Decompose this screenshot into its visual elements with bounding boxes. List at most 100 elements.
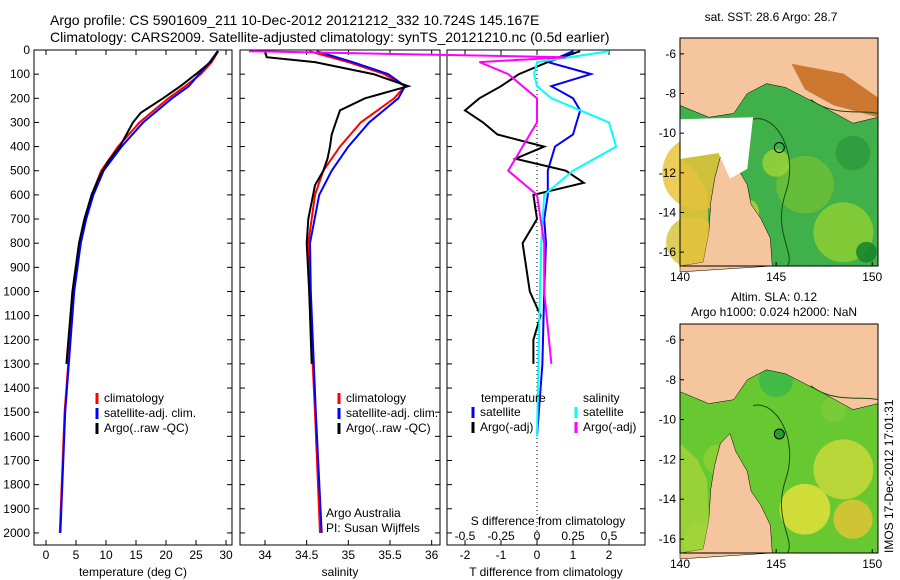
diff-xtick-label: -1 <box>496 548 507 562</box>
diff-s-tick-label: 0.5 <box>601 529 618 543</box>
argo-australia-label: Argo Australia <box>326 506 401 520</box>
sla-map-frame <box>679 323 879 554</box>
sst-map-warm-coastal-patch <box>791 63 878 118</box>
sal-legend-item-label: Argo(..raw -QC) <box>346 421 431 435</box>
depth-tick-label: 2000 <box>3 526 30 540</box>
temp-xtick-label: 15 <box>129 548 143 562</box>
diff-s-tick-label: -0.5 <box>455 529 476 543</box>
depth-tick-label: 700 <box>10 212 30 226</box>
diff-series-line <box>536 50 595 437</box>
sst-map-gulf-field <box>680 156 709 266</box>
diff-xtick-label: 2 <box>606 548 613 562</box>
sla-map-contour <box>752 404 791 554</box>
sst-map-ytick-label: -14 <box>659 205 677 219</box>
diff-xtick-label: -2 <box>460 548 471 562</box>
diff-series-line <box>463 50 587 364</box>
figure-title-line1: Argo profile: CS 5901609_211 10-Dec-2012… <box>50 12 540 28</box>
sla-map-field-patch <box>833 499 873 539</box>
temp-xtick-label: 10 <box>99 548 113 562</box>
sla-map-ytick-label: -10 <box>659 413 677 427</box>
depth-tick-label: 1900 <box>3 502 30 516</box>
diff-series-line <box>248 50 566 364</box>
sla-map-xtick-label: 145 <box>766 557 786 571</box>
diff-s-tick-label: 0.25 <box>561 529 585 543</box>
diff-xtick-label: 0 <box>534 548 541 562</box>
figure-title-line2: Climatology: CARS2009. Satellite-adjuste… <box>50 29 610 45</box>
sst-map-map <box>662 37 879 273</box>
imos-timestamp: IMOS 17-Dec-2012 17:01:31 <box>882 399 896 553</box>
diff-top-xlabel: S difference from climatology <box>471 514 626 528</box>
sal-series-line <box>308 50 407 533</box>
sal-series-line <box>264 50 412 364</box>
sla-map-title-line2: Argo h1000: 0.024 h2000: NaN <box>691 305 857 319</box>
temp-xtick-label: 5 <box>73 548 80 562</box>
depth-tick-label: 900 <box>10 260 30 274</box>
sla-map-field-patch <box>779 483 831 535</box>
sst-map-xtick-label: 140 <box>670 270 690 284</box>
diff-legend-salinity-header: salinity <box>583 391 620 405</box>
temp-series-line <box>65 50 220 364</box>
sla-map-ytick-label: -12 <box>659 452 677 466</box>
sst-map-ytick-label: -8 <box>665 87 676 101</box>
sst-map-field-patch <box>856 241 877 263</box>
sla-map-land-cape-york <box>679 433 773 560</box>
sla-map-gulf-field <box>680 443 709 553</box>
depth-tick-label: 1400 <box>3 381 30 395</box>
sla-map-title-line1: Altim. SLA: 0.12 <box>731 290 817 304</box>
sla-map-contour <box>810 385 879 401</box>
depth-tick-label: 300 <box>10 115 30 129</box>
pi-label: PI: Susan Wijffels <box>326 521 420 535</box>
sal-legend-item-label: satellite-adj. clim. <box>346 406 438 420</box>
sst-map-contour <box>752 118 791 267</box>
sla-map-field-patch <box>821 396 847 423</box>
depth-tick-label: 0 <box>23 43 30 57</box>
sal-xtick-label: 34 <box>258 548 272 562</box>
sla-map-map <box>679 323 879 560</box>
sst-map-xtick-label: 145 <box>766 270 786 284</box>
depth-tick-label: 800 <box>10 236 30 250</box>
sst-map-ytick-label: -6 <box>665 47 676 61</box>
sst-map-title: sat. SST: 28.6 Argo: 28.7 <box>705 10 838 24</box>
diff-legend-temp-satellite-label: satellite <box>480 405 521 419</box>
sst-map-cloud-mask <box>680 117 754 179</box>
temp-legend-item-label: climatology <box>104 391 164 405</box>
diff-s-tick-label: -0.25 <box>487 529 515 543</box>
temp-xtick-label: 0 <box>43 548 50 562</box>
sal-xlabel: salinity <box>322 565 359 579</box>
depth-tick-label: 100 <box>10 67 30 81</box>
sla-map-field-patch <box>813 439 874 500</box>
diff-legend-sal-satellite-label: satellite <box>583 405 624 419</box>
sla-map-ytick-label: -6 <box>665 333 676 347</box>
diff-xlabel: T difference from climatology <box>469 565 623 579</box>
depth-tick-label: 1200 <box>3 333 30 347</box>
depth-tick-label: 500 <box>10 164 30 178</box>
depth-tick-label: 200 <box>10 91 30 105</box>
temp-series-line <box>59 50 219 533</box>
depth-tick-label: 1300 <box>3 357 30 371</box>
sst-map-ytick-label: -10 <box>659 126 677 140</box>
sla-map-ytick-label: -14 <box>659 492 677 506</box>
depth-tick-label: 1100 <box>4 309 30 323</box>
temp-xtick-label: 25 <box>189 548 203 562</box>
temp-xlabel: temperature (deg C) <box>79 565 187 579</box>
depth-tick-label: 1500 <box>3 405 30 419</box>
diff-xtick-label: 1 <box>570 548 577 562</box>
sla-map-ytick-label: -8 <box>665 373 676 387</box>
sla-map-xtick-label: 140 <box>670 557 690 571</box>
diff-series-line <box>533 50 618 437</box>
sal-xtick-label: 34.5 <box>295 548 319 562</box>
sla-map-ytick-label: -16 <box>659 532 677 546</box>
sla-map-float-marker <box>773 428 785 440</box>
diff-legend-temperature-header: temperature <box>481 391 546 405</box>
temp-xtick-label: 30 <box>219 548 233 562</box>
temp-xtick-label: 20 <box>159 548 173 562</box>
depth-tick-label: 1800 <box>3 478 30 492</box>
sla-map-xtick-label: 150 <box>862 557 882 571</box>
sal-axes-frame <box>239 49 441 546</box>
depth-tick-label: 1000 <box>3 284 30 298</box>
sst-map-field-patch <box>762 149 790 177</box>
sst-map-float-marker <box>773 142 785 154</box>
depth-tick-label: 600 <box>10 188 30 202</box>
sst-map-field-patch <box>835 135 871 171</box>
